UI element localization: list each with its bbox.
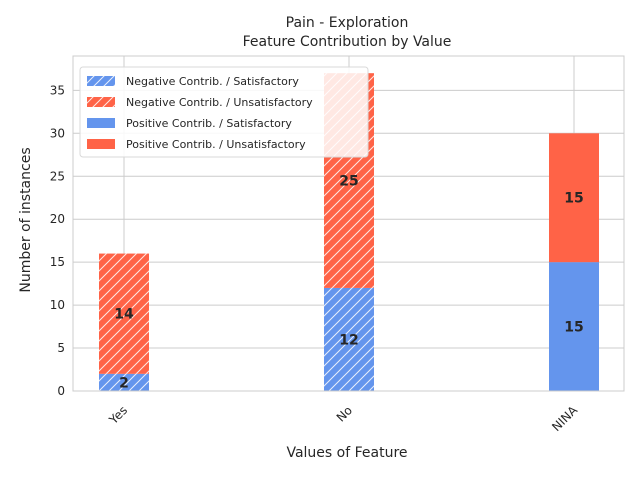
bar-value-label: 15 xyxy=(564,320,583,336)
bar-positive-contrib-satisfactory xyxy=(549,262,599,391)
bar-positive-contrib-unsatisfactory xyxy=(549,133,599,263)
y-tick-label: 25 xyxy=(50,169,65,183)
bar-labels-layer: 2 12 14 25 15 15 xyxy=(114,174,583,392)
bar-value-label: 14 xyxy=(114,307,134,323)
legend-box xyxy=(79,66,369,158)
x-tick-label: NINA xyxy=(549,403,580,434)
legend-label: Positive Contrib. / Satisfactory xyxy=(126,117,292,130)
legend: Negative Contrib. / Satisfactory Negative… xyxy=(79,66,369,158)
legend-swatch-hatch xyxy=(87,97,115,107)
legend-swatch xyxy=(87,139,115,149)
bar-value-label: 25 xyxy=(339,174,358,190)
y-tick-label: 30 xyxy=(50,126,65,140)
x-tick-label: Yes xyxy=(106,403,130,427)
y-tick-label: 35 xyxy=(50,83,65,97)
y-axis-title: Number of instances xyxy=(18,147,34,292)
y-tick-label: 0 xyxy=(57,384,65,398)
legend-swatch xyxy=(87,118,115,128)
plot-frame xyxy=(72,55,625,392)
y-tick-label: 5 xyxy=(57,341,65,355)
chart-title-line-1: Pain - Exploration xyxy=(286,15,409,31)
legend-label: Negative Contrib. / Satisfactory xyxy=(126,75,299,88)
y-tick-label: 15 xyxy=(50,255,65,269)
x-axis-title: Values of Feature xyxy=(286,445,407,461)
x-tick-label: No xyxy=(334,403,355,424)
legend-label: Positive Contrib. / Unsatisfactory xyxy=(126,138,306,151)
bar-hatch-negative-contrib-satisfactory xyxy=(324,287,374,391)
legend-label: Negative Contrib. / Unsatisfactory xyxy=(126,96,313,109)
bar-value-label: 12 xyxy=(339,332,358,348)
bar-hatch-negative-contrib-satisfactory xyxy=(99,373,149,391)
y-tick-label: 10 xyxy=(50,298,65,312)
legend-swatch-hatch xyxy=(87,76,115,86)
bar-value-label: 2 xyxy=(119,375,129,391)
chart-title-line-2: Feature Contribution by Value xyxy=(243,34,452,50)
y-tick-label: 20 xyxy=(50,212,65,226)
bar-value-label: 15 xyxy=(564,191,583,207)
bar-hatch-negative-contrib-unsatisfactory xyxy=(99,253,149,374)
